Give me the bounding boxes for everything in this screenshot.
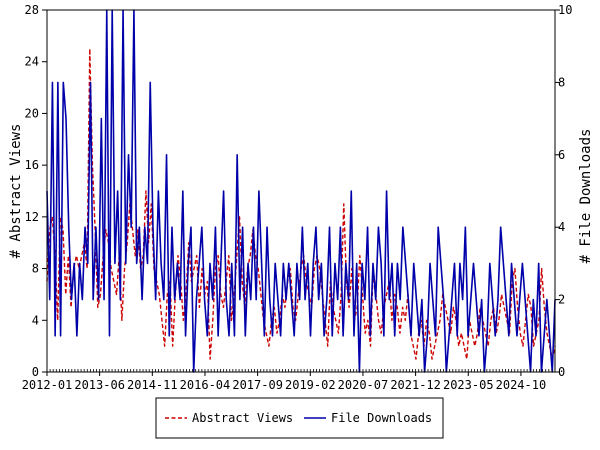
left-axis-tick-label: 16 [25,158,39,172]
x-axis-tick-label: 2019-02 [285,378,336,392]
right-axis-tick-label: 0 [558,365,565,379]
left-axis-label: # Abstract Views [8,124,24,259]
series-layer [46,9,556,373]
right-axis-tick-label: 2 [558,293,565,307]
right-axis-tick-label: 8 [558,75,565,89]
left-axis-tick-label: 4 [32,313,39,327]
series-line-file-downloads [46,9,556,373]
right-axis-tick-label: 6 [558,148,565,162]
x-axis-tick-label: 2016-04 [180,378,231,392]
x-axis-tick-label: 2023-05 [443,378,494,392]
left-axis-tick-label: 28 [25,3,39,17]
left-axis-tick-label: 20 [25,106,39,120]
right-axis-tick-label: 10 [558,3,572,17]
x-axis-tick-label: 2012-01 [22,378,73,392]
legend-label-abstract-views: Abstract Views [192,411,293,425]
x-axis-tick-label: 2020-07 [338,378,389,392]
left-axis-tick-label: 8 [32,262,39,276]
x-axis-tick-label: 2021-12 [390,378,441,392]
left-axis-tick-label: 24 [25,55,39,69]
x-axis-tick-label: 2013-06 [74,378,125,392]
right-axis-label: # File Downloads [578,129,594,264]
legend: Abstract Views File Downloads [155,397,444,439]
x-axis-tick-label: 2017-09 [232,378,283,392]
legend-box [155,397,444,439]
x-axis-tick-label: 2024-10 [496,378,547,392]
left-axis-tick-label: 0 [32,365,39,379]
left-axis-tick-label: 12 [25,210,39,224]
legend-label-file-downloads: File Downloads [331,411,432,425]
right-axis-tick-label: 4 [558,220,565,234]
x-axis-tick-label: 2014-11 [127,378,178,392]
